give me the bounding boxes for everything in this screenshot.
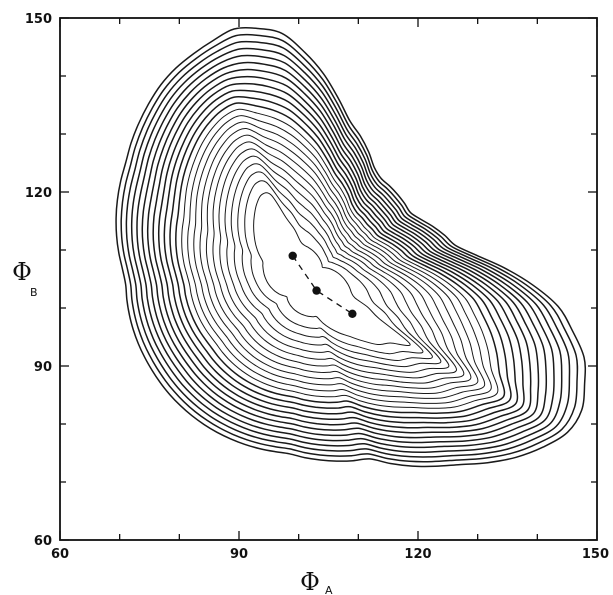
x-axis-symbol: Φ (300, 568, 320, 595)
contour-line (218, 148, 457, 379)
contour-line (169, 95, 512, 419)
contour-line (115, 26, 587, 468)
y-tick-label: 60 (34, 534, 52, 549)
contour-line (175, 102, 506, 414)
contour-line (193, 121, 486, 399)
data-points (288, 251, 357, 318)
contour-line (130, 47, 563, 453)
contour-line (224, 155, 450, 373)
x-axis-title: Φ (300, 568, 320, 595)
data-point (312, 286, 321, 295)
contour-line (205, 134, 472, 389)
contour-line (125, 40, 571, 458)
contour-line (163, 89, 519, 424)
data-point (348, 309, 357, 318)
y-tick-label: 150 (25, 12, 52, 27)
contour-line (230, 163, 442, 368)
contour-line (212, 141, 465, 384)
x-tick-label: 120 (404, 547, 431, 562)
contour-line (244, 180, 424, 355)
minimum-energy-path (292, 255, 353, 315)
x-axis-subscript: A (325, 584, 333, 595)
plot-area (59, 17, 598, 541)
x-tick-label: 150 (582, 547, 609, 562)
contour-line (141, 61, 548, 444)
data-point (288, 251, 297, 260)
contour-line (253, 192, 411, 347)
axis-ticks (59, 17, 598, 541)
y-axis-title: Φ (12, 258, 32, 286)
contour-line (199, 127, 479, 395)
x-tick-label: 90 (230, 547, 248, 562)
contour-line (152, 75, 532, 434)
y-axis-subscript: B (30, 286, 38, 299)
contour-line (237, 171, 433, 361)
y-tick-label: 90 (34, 360, 52, 375)
plot-frame (59, 17, 598, 541)
contour-lines (115, 26, 587, 468)
contour-line (157, 82, 525, 429)
x-tick-label: 60 (51, 547, 69, 562)
path-line (292, 255, 353, 315)
contour-line (120, 33, 579, 463)
tick-labels: 60 90 120 150 60 90 120 150 (25, 12, 609, 562)
y-tick-label: 120 (25, 186, 52, 201)
contour-line (146, 68, 540, 439)
contour-line (181, 108, 499, 409)
contour-line (187, 115, 492, 404)
contour-line (136, 54, 555, 449)
y-axis-symbol: Φ (12, 258, 32, 286)
